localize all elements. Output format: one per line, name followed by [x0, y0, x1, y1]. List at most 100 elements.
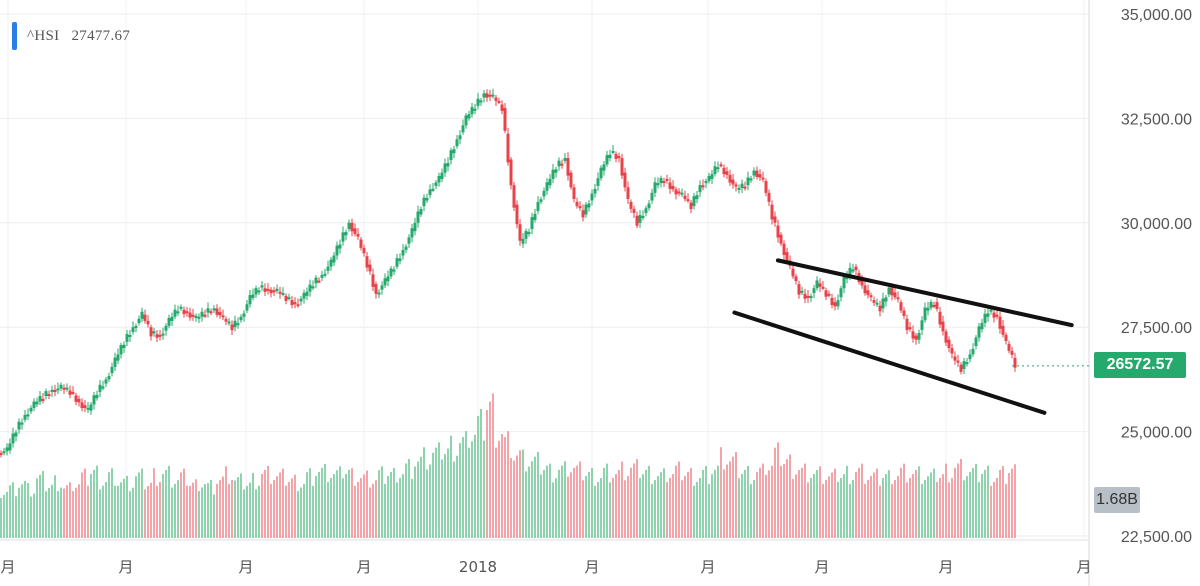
- candle-body: [206, 308, 210, 313]
- candle-body: [584, 204, 588, 215]
- candle-body: [797, 284, 801, 295]
- volume-bar: [453, 461, 455, 538]
- x-tick-label: 月: [814, 558, 829, 576]
- candle-body: [500, 104, 504, 111]
- candle-body: [887, 287, 891, 295]
- candle-body: [410, 228, 414, 238]
- candle-body: [125, 334, 129, 342]
- volume-bar: [153, 468, 155, 538]
- candle-body: [650, 192, 654, 201]
- legend-symbol: ^HSI: [27, 27, 60, 44]
- y-tick-label: 22,500.00: [1121, 529, 1192, 546]
- candle-body: [740, 183, 744, 188]
- x-tick-label: 月: [700, 558, 715, 576]
- volume-bar: [186, 485, 188, 538]
- volume-bar: [861, 463, 863, 538]
- candle-body: [644, 208, 648, 214]
- candle-body: [377, 292, 381, 295]
- volume-bar: [528, 466, 530, 538]
- candle-body: [251, 294, 255, 298]
- candle-body: [1007, 343, 1011, 351]
- candle-body: [416, 211, 420, 223]
- volume-bar: [213, 494, 215, 538]
- trendline: [732, 310, 1047, 415]
- volume-bar: [57, 491, 59, 538]
- volume-bar: [561, 465, 563, 538]
- candle-body: [530, 217, 534, 230]
- candle-body: [854, 266, 858, 270]
- volume-bar: [816, 469, 818, 538]
- candle-body: [230, 324, 234, 331]
- x-tick-label: 月: [1076, 558, 1091, 576]
- volume-bar: [690, 467, 692, 538]
- candle-body: [662, 181, 666, 184]
- candle-body: [425, 197, 429, 201]
- candle-body: [587, 203, 591, 208]
- candle-body: [5, 447, 9, 452]
- volume-bar: [972, 467, 974, 538]
- volume-bar: [117, 485, 119, 538]
- volume-bar: [786, 459, 788, 538]
- candle-body: [386, 276, 390, 282]
- candle-body: [212, 308, 216, 311]
- volume-bar: [279, 472, 281, 538]
- candle-body: [581, 210, 585, 218]
- candle-body: [527, 231, 531, 234]
- candle-body: [593, 188, 597, 194]
- volume-bar: [225, 466, 227, 538]
- candle-body: [101, 386, 105, 389]
- candle-body: [962, 361, 966, 369]
- candle-body: [497, 101, 501, 103]
- volume-bar: [771, 465, 773, 538]
- candle-body: [320, 275, 324, 278]
- volume-bar: [768, 470, 770, 538]
- volume-bar: [642, 474, 644, 538]
- volume-bar: [228, 483, 230, 538]
- candle-body: [959, 364, 963, 372]
- y-tick-label: 25,000.00: [1121, 425, 1192, 442]
- volume-bar: [939, 478, 941, 538]
- candle-body: [407, 237, 411, 244]
- volume-bar: [819, 466, 821, 538]
- candle-body: [623, 172, 627, 188]
- volume-bar: [504, 437, 506, 538]
- volume-bar: [501, 434, 503, 538]
- candle-body: [395, 258, 399, 267]
- candle-body: [812, 288, 816, 294]
- volume-bar: [219, 480, 221, 538]
- volume-bar: [627, 476, 629, 538]
- candle-body: [314, 277, 318, 284]
- volume-bar: [210, 479, 212, 538]
- volume-bar: [873, 472, 875, 538]
- candle-body: [23, 414, 27, 420]
- volume-bar: [930, 472, 932, 538]
- candle-body: [764, 181, 768, 193]
- candle-body: [2, 451, 6, 454]
- volume-bar: [429, 464, 431, 538]
- y-tick-label: 27,500.00: [1121, 320, 1192, 337]
- volume-bar: [48, 488, 50, 538]
- candle-body: [965, 362, 969, 365]
- candle-body: [713, 166, 717, 175]
- candle-body: [539, 199, 543, 202]
- candle-body: [59, 384, 63, 389]
- candle-body: [80, 402, 84, 409]
- volume-bar: [120, 482, 122, 538]
- candle-body: [92, 395, 96, 405]
- candle-body: [746, 177, 750, 186]
- volume-bar: [570, 472, 572, 538]
- volume-bar: [942, 474, 944, 538]
- volume-bar: [858, 467, 860, 538]
- candle-body: [758, 174, 762, 178]
- candle-body: [299, 298, 303, 302]
- volume-bar: [1011, 468, 1013, 538]
- volume-bar: [357, 481, 359, 538]
- candle-body: [182, 309, 186, 315]
- candle-body: [188, 312, 192, 318]
- volume-bar: [624, 480, 626, 538]
- volume-bar: [426, 469, 428, 538]
- candle-body: [950, 348, 954, 354]
- volume-bar: [651, 484, 653, 538]
- volume-bar: [741, 474, 743, 538]
